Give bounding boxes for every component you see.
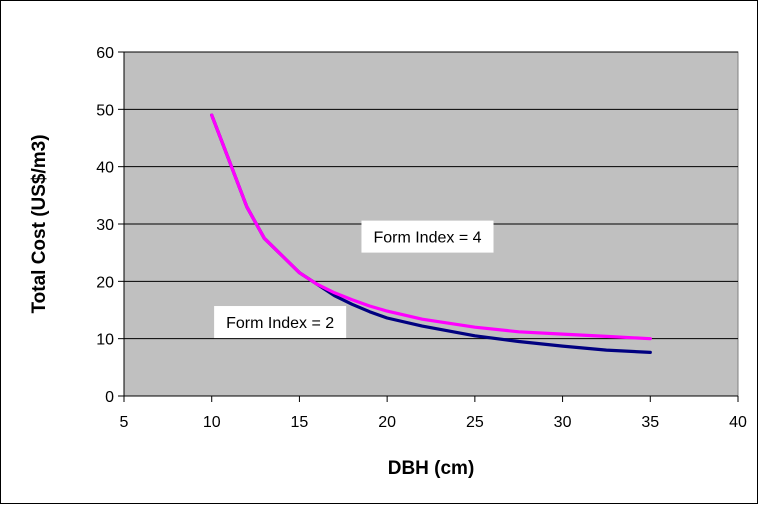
y-tick-label: 10 bbox=[96, 332, 114, 349]
annotation-box bbox=[361, 220, 494, 253]
x-tick-labels: 5 10 15 20 25 30 35 40 bbox=[120, 414, 747, 431]
x-tick-label: 25 bbox=[466, 414, 484, 431]
x-tick-label: 20 bbox=[378, 414, 396, 431]
y-tick-label: 50 bbox=[96, 102, 114, 119]
series-layer bbox=[210, 113, 652, 354]
y-tick-label: 40 bbox=[96, 160, 114, 177]
axes bbox=[118, 51, 739, 402]
y-tick-label: 60 bbox=[96, 45, 114, 62]
x-axis-title: DBH (cm) bbox=[388, 458, 475, 479]
annotation-text: Form Index = 4 bbox=[373, 230, 481, 247]
x-tick-label: 30 bbox=[554, 414, 572, 431]
y-axis-title: Total Cost (US$/m3) bbox=[29, 134, 50, 313]
x-tick-label: 35 bbox=[641, 414, 659, 431]
annotation-label: Form Index = 4 bbox=[361, 220, 494, 253]
annotation-box bbox=[214, 306, 347, 339]
x-tick-label: 10 bbox=[203, 414, 221, 431]
y-tick-labels: 0 10 20 30 40 50 60 bbox=[96, 45, 114, 406]
annotations: Form Index = 4 Form Index = 2 bbox=[214, 220, 494, 339]
y-tick-label: 20 bbox=[96, 274, 114, 291]
x-tick-label: 40 bbox=[729, 414, 747, 431]
y-tick-label: 0 bbox=[105, 389, 114, 406]
series-line-2 bbox=[210, 113, 652, 341]
x-tick-label: 5 bbox=[120, 414, 129, 431]
y-tick-label: 30 bbox=[96, 217, 114, 234]
annotation-text: Form Index = 2 bbox=[226, 315, 334, 332]
annotation-label: Form Index = 2 bbox=[214, 306, 347, 339]
x-tick-label: 15 bbox=[291, 414, 309, 431]
